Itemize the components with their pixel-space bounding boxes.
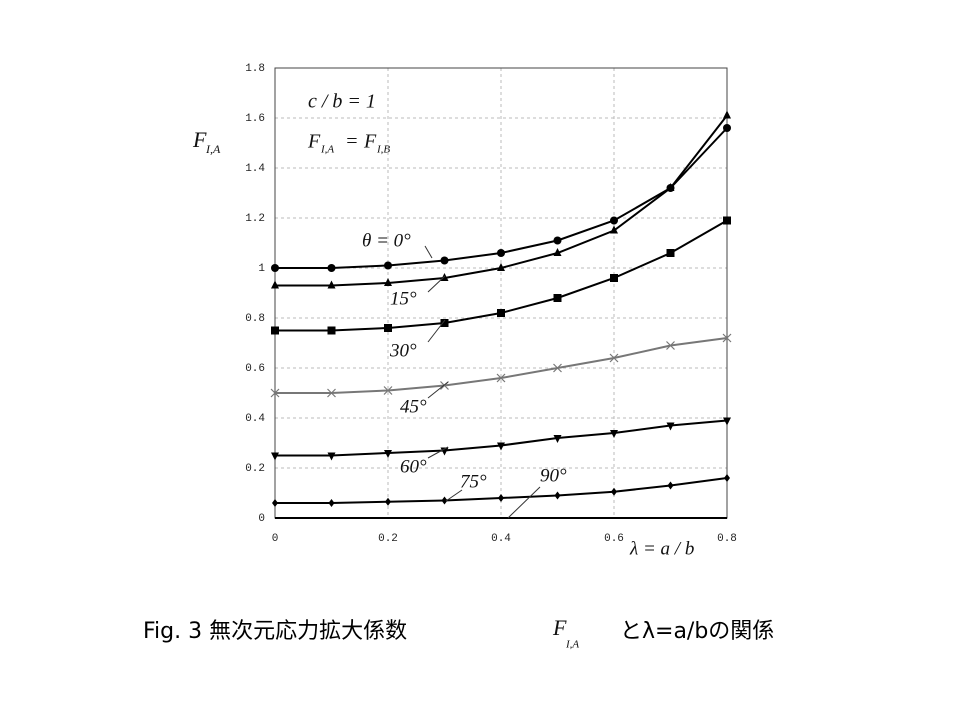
marker (384, 261, 392, 270)
caption: とλ=a/bの関係 (620, 619, 774, 644)
series-label: 60° (400, 456, 427, 477)
leader-line (427, 319, 446, 343)
marker (271, 264, 279, 272)
y-tick-label: 1.4 (245, 163, 265, 175)
leader-line (427, 381, 449, 399)
caption-symbol-sub: I,A (565, 639, 579, 651)
y-tick-label: 1.2 (245, 213, 265, 225)
marker (724, 474, 730, 482)
marker (553, 294, 562, 302)
marker (327, 452, 336, 461)
marker (723, 124, 731, 132)
series-label: 90° (540, 465, 567, 486)
marker (271, 452, 279, 461)
marker (384, 450, 392, 458)
marker (498, 494, 504, 502)
series-label: 75° (460, 471, 487, 492)
annotation: I,A (320, 144, 334, 156)
marker (610, 274, 618, 282)
marker (553, 236, 562, 245)
marker (723, 216, 731, 225)
marker (554, 491, 561, 500)
series-label: 15° (390, 288, 417, 309)
marker (610, 430, 618, 438)
marker (610, 225, 618, 234)
marker (609, 353, 619, 363)
annotation: c / b = 1 (308, 91, 376, 113)
marker (383, 386, 393, 395)
y-tick-label: 1 (258, 263, 265, 275)
marker (440, 256, 449, 265)
marker (270, 388, 280, 398)
leader-line (427, 446, 449, 459)
marker (497, 249, 505, 257)
marker (272, 499, 278, 507)
marker (666, 422, 675, 431)
leader-line (445, 489, 463, 502)
marker (271, 326, 279, 335)
marker (497, 309, 505, 317)
x-tick-label: 0.2 (378, 533, 398, 545)
marker (666, 183, 675, 191)
annotation: I,B (376, 144, 390, 156)
x-axis-label: λ = a / b (629, 538, 694, 559)
series-label: 45° (400, 396, 427, 417)
caption: Fig. 3 無次元応力拡大係数 (143, 619, 407, 644)
marker (385, 497, 391, 506)
marker (271, 280, 279, 289)
y-tick-label: 0 (258, 513, 265, 525)
marker (384, 324, 392, 332)
y-tick-label: 1.8 (245, 63, 265, 75)
marker (496, 373, 506, 383)
marker (328, 499, 335, 507)
y-tick-label: 0.2 (245, 463, 265, 475)
leader-line (507, 486, 541, 519)
marker (440, 319, 449, 327)
y-axis-label-sub: I,A (205, 142, 221, 156)
annotation: F (363, 131, 377, 153)
annotation: = (345, 131, 359, 153)
marker (553, 248, 562, 256)
marker (384, 278, 392, 286)
y-axis-label: F (192, 127, 207, 152)
marker (497, 263, 505, 271)
leader-line (424, 245, 433, 259)
marker (723, 110, 731, 119)
marker (327, 326, 336, 335)
marker (610, 216, 618, 225)
x-tick-label: 0.4 (491, 533, 511, 545)
y-tick-label: 0.8 (245, 313, 265, 325)
marker (723, 417, 731, 426)
y-tick-label: 0.6 (245, 363, 265, 375)
marker (722, 333, 732, 343)
marker (666, 249, 675, 257)
marker (497, 442, 505, 451)
x-tick-label: 0.8 (717, 533, 737, 545)
marker (611, 487, 617, 496)
marker (553, 363, 562, 373)
series-label: θ = 0° (362, 230, 411, 251)
marker (553, 435, 562, 443)
y-tick-label: 0.4 (245, 413, 265, 425)
caption-symbol: F (552, 615, 567, 640)
marker (327, 388, 336, 398)
marker (327, 264, 336, 272)
x-tick-label: 0 (272, 533, 279, 545)
marker (667, 481, 674, 490)
x-tick-label: 0.6 (604, 533, 624, 545)
series-label: 30° (389, 340, 417, 361)
y-tick-label: 1.6 (245, 113, 265, 125)
annotation: F (307, 131, 321, 153)
leader-line (427, 275, 446, 293)
marker (327, 280, 336, 289)
marker (666, 341, 675, 350)
marker (441, 496, 448, 505)
